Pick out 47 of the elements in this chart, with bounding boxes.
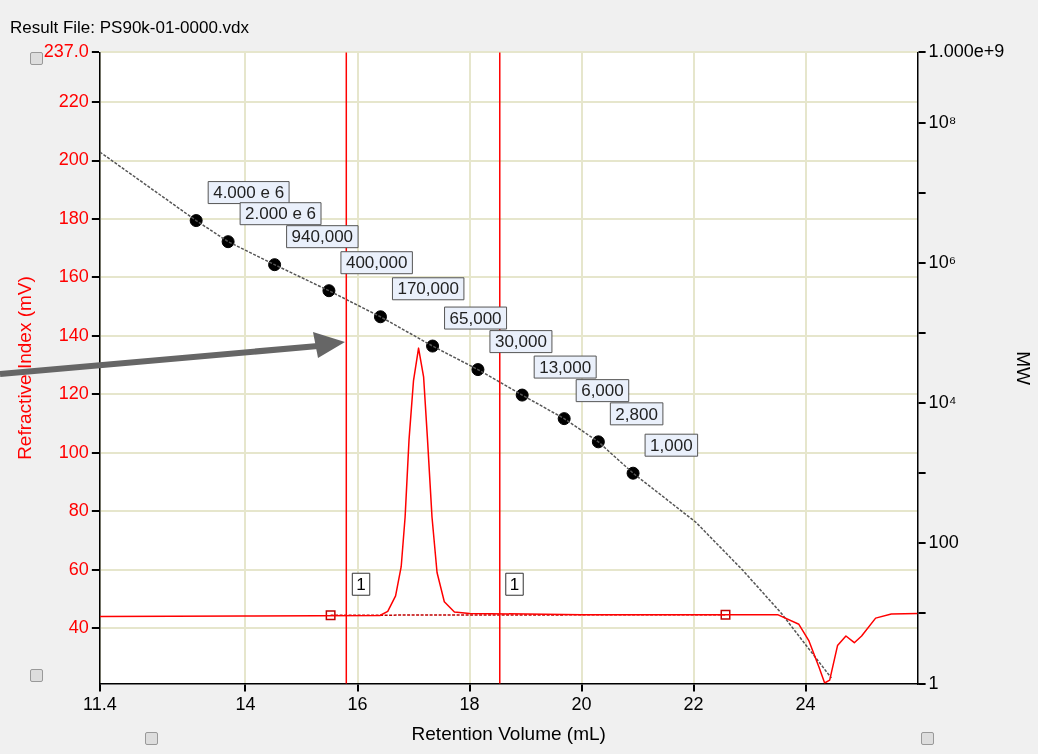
data-label: 4.000 e 6 (213, 183, 285, 203)
y2-tick-label: 1 (928, 672, 939, 693)
y-tick-label: 60 (68, 558, 89, 579)
point (557, 412, 571, 426)
y2-tick-label: 1.000e+9 (928, 41, 1005, 62)
y2-tick-label: 100 (928, 532, 959, 553)
point (426, 339, 440, 353)
point (268, 258, 282, 272)
y-tick-label: 160 (58, 266, 89, 287)
data-label: 6,000 (581, 381, 624, 401)
y-tick-label: 140 (58, 324, 89, 345)
y-tick-label: 100 (58, 441, 89, 462)
data-label: 940,000 (291, 227, 354, 247)
y-tick-label: 40 (68, 617, 89, 638)
y-tick-label: 80 (68, 500, 89, 521)
data-label: 170,000 (397, 279, 459, 299)
y-tick-label: 220 (58, 91, 89, 112)
point (322, 284, 336, 298)
y2-tick-label: 10⁴ (928, 392, 957, 413)
data-label: 65,000 (449, 308, 502, 328)
y-tick-label: 120 (58, 383, 89, 404)
y-tick-label: 200 (58, 149, 89, 170)
y2-tick-label: 10⁸ (928, 111, 957, 132)
y-tick-label: 180 (58, 207, 89, 228)
y-tick-label: 237.0 (43, 41, 89, 62)
chart-title: Result File: PS90k-01-0000.vdx (10, 17, 250, 37)
x-tick-label: 20 (571, 694, 592, 715)
data-label: 2.000 e 6 (245, 204, 317, 224)
data-label: 400,000 (345, 253, 408, 273)
data-label: 2,800 (615, 404, 658, 424)
annotation: 1 (356, 574, 366, 594)
point (626, 466, 640, 480)
y2-axis-title: MW (1013, 351, 1035, 385)
x-tick-label: 14 (235, 694, 256, 715)
x-tick-label: 18 (459, 694, 480, 715)
x-tick-label: 16 (347, 694, 368, 715)
data-label: 1,000 (650, 435, 693, 455)
annotation: 1 (509, 574, 520, 594)
y2-tick-label: 10⁶ (928, 251, 957, 272)
data-label: 30,000 (494, 332, 547, 352)
x-tick-label: 24 (795, 694, 816, 715)
y-axis-title: Refractive Index (mV) (13, 276, 35, 460)
line-series (99, 151, 833, 679)
x-tick-label: 22 (683, 694, 704, 715)
data-label: 13,000 (539, 357, 592, 377)
x-tick-label: 11.4 (82, 694, 117, 715)
x-axis-title: Retention Volume (mL) (411, 722, 606, 744)
